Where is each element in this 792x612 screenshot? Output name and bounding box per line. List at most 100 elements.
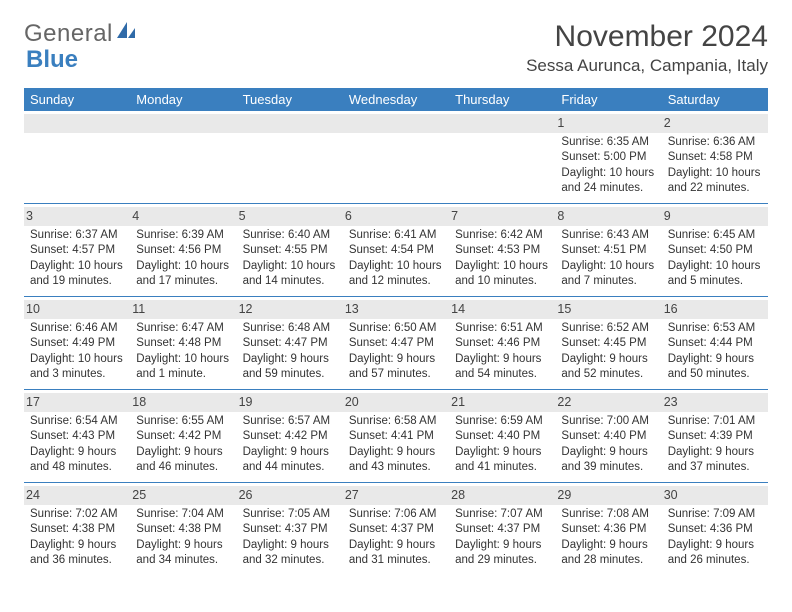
daylight-text: Daylight: 9 hours and 54 minutes.	[455, 352, 549, 383]
daylight-text: Daylight: 9 hours and 59 minutes.	[243, 352, 337, 383]
daylight-text: Daylight: 10 hours and 22 minutes.	[668, 166, 762, 197]
day-number: 28	[449, 486, 555, 505]
sunrise-text: Sunrise: 7:07 AM	[455, 507, 549, 523]
day-number: 27	[343, 486, 449, 505]
daylight-text: Daylight: 9 hours and 29 minutes.	[455, 538, 549, 569]
sunrise-text: Sunrise: 6:47 AM	[136, 321, 230, 337]
day-number: 24	[24, 486, 130, 505]
sunrise-text: Sunrise: 6:35 AM	[561, 135, 655, 151]
calendar-day-cell: 11 Sunrise: 6:47 AMSunset: 4:48 PMDayligh…	[130, 296, 236, 389]
day-number-empty	[237, 114, 343, 133]
sunrise-text: Sunrise: 6:40 AM	[243, 228, 337, 244]
weekday-header: Tuesday	[237, 88, 343, 111]
weekday-header: Saturday	[662, 88, 768, 111]
calendar-day-cell: 3Sunrise: 6:37 AMSunset: 4:57 PMDaylight…	[24, 203, 130, 296]
calendar-day-cell: 21Sunrise: 6:59 AMSunset: 4:40 PMDayligh…	[449, 389, 555, 482]
sunset-text: Sunset: 4:39 PM	[668, 429, 762, 445]
calendar-day-cell: 15 Sunrise: 6:52 AMSunset: 4:45 PMDayligh…	[555, 296, 661, 389]
calendar-day-cell: 14Sunrise: 6:51 AMSunset: 4:46 PMDayligh…	[449, 296, 555, 389]
sunset-text: Sunset: 4:49 PM	[30, 336, 124, 352]
sunset-text: Sunset: 4:36 PM	[668, 522, 762, 538]
calendar-day-cell: 12Sunrise: 6:48 AMSunset: 4:47 PMDayligh…	[237, 296, 343, 389]
calendar-day-cell: 13Sunrise: 6:50 AMSunset: 4:47 PMDayligh…	[343, 296, 449, 389]
day-number: 5	[237, 207, 343, 226]
sunset-text: Sunset: 4:57 PM	[30, 243, 124, 259]
calendar-day-cell: 30Sunrise: 7:09 AMSunset: 4:36 PMDayligh…	[662, 482, 768, 574]
sunset-text: Sunset: 4:46 PM	[455, 336, 549, 352]
weekday-header: Thursday	[449, 88, 555, 111]
daylight-text: Daylight: 9 hours and 39 minutes.	[561, 445, 655, 476]
day-number: 29	[555, 486, 661, 505]
sunset-text: Sunset: 4:48 PM	[136, 336, 230, 352]
brand-logo: General	[24, 20, 137, 48]
day-number-empty	[130, 114, 236, 133]
daylight-text: Daylight: 10 hours and 1 minute.	[136, 352, 230, 383]
sunset-text: Sunset: 4:44 PM	[668, 336, 762, 352]
day-number: 17	[24, 393, 130, 412]
sunrise-text: Sunrise: 7:02 AM	[30, 507, 124, 523]
day-number: 20	[343, 393, 449, 412]
calendar-day-cell: 24Sunrise: 7:02 AMSunset: 4:38 PMDayligh…	[24, 482, 130, 574]
daylight-text: Daylight: 10 hours and 19 minutes.	[30, 259, 124, 290]
title-block: November 2024 Sessa Aurunca, Campania, I…	[526, 20, 768, 76]
daylight-text: Daylight: 9 hours and 37 minutes.	[668, 445, 762, 476]
calendar-day-cell: 5Sunrise: 6:40 AMSunset: 4:55 PMDaylight…	[237, 203, 343, 296]
day-number: 18	[130, 393, 236, 412]
sunset-text: Sunset: 4:38 PM	[30, 522, 124, 538]
day-number: 25	[130, 486, 236, 505]
day-number: 6	[343, 207, 449, 226]
sunrise-text: Sunrise: 7:06 AM	[349, 507, 443, 523]
calendar-day-cell: 23Sunrise: 7:01 AMSunset: 4:39 PMDayligh…	[662, 389, 768, 482]
calendar-day-cell: 28 Sunrise: 7:07 AMSunset: 4:37 PMDayligh…	[449, 482, 555, 574]
daylight-text: Daylight: 9 hours and 32 minutes.	[243, 538, 337, 569]
calendar-day-cell: 27Sunrise: 7:06 AMSunset: 4:37 PMDayligh…	[343, 482, 449, 574]
sunrise-text: Sunrise: 6:48 AM	[243, 321, 337, 337]
sunrise-text: Sunrise: 6:52 AM	[561, 321, 655, 337]
calendar-day-cell: 22Sunrise: 7:00 AMSunset: 4:40 PMDayligh…	[555, 389, 661, 482]
sunset-text: Sunset: 4:36 PM	[561, 522, 655, 538]
calendar-day-cell: 18Sunrise: 6:55 AMSunset: 4:42 PMDayligh…	[130, 389, 236, 482]
calendar-day-cell: 8Sunrise: 6:43 AMSunset: 4:51 PMDaylight…	[555, 203, 661, 296]
sunset-text: Sunset: 4:37 PM	[455, 522, 549, 538]
calendar-day-cell: 29Sunrise: 7:08 AMSunset: 4:36 PMDayligh…	[555, 482, 661, 574]
sail-icon	[115, 20, 137, 42]
calendar-day-cell	[449, 111, 555, 203]
calendar-day-cell: 20Sunrise: 6:58 AMSunset: 4:41 PMDayligh…	[343, 389, 449, 482]
day-number: 16	[662, 300, 768, 319]
sunrise-text: Sunrise: 6:46 AM	[30, 321, 124, 337]
sunset-text: Sunset: 4:40 PM	[561, 429, 655, 445]
day-number: 15	[555, 300, 661, 319]
sunset-text: Sunset: 4:37 PM	[243, 522, 337, 538]
calendar-day-cell: 10Sunrise: 6:46 AMSunset: 4:49 PMDayligh…	[24, 296, 130, 389]
sunrise-text: Sunrise: 6:54 AM	[30, 414, 124, 430]
sunset-text: Sunset: 4:51 PM	[561, 243, 655, 259]
calendar-table: Sunday Monday Tuesday Wednesday Thursday…	[24, 88, 768, 575]
sunset-text: Sunset: 5:00 PM	[561, 150, 655, 166]
calendar-day-cell: 16 Sunrise: 6:53 AMSunset: 4:44 PMDayligh…	[662, 296, 768, 389]
day-number: 10	[24, 300, 130, 319]
day-number: 11	[130, 300, 236, 319]
daylight-text: Daylight: 10 hours and 24 minutes.	[561, 166, 655, 197]
sunset-text: Sunset: 4:58 PM	[668, 150, 762, 166]
sunrise-text: Sunrise: 6:39 AM	[136, 228, 230, 244]
sunrise-text: Sunrise: 6:59 AM	[455, 414, 549, 430]
daylight-text: Daylight: 9 hours and 50 minutes.	[668, 352, 762, 383]
sunset-text: Sunset: 4:53 PM	[455, 243, 549, 259]
calendar-day-cell: 4Sunrise: 6:39 AMSunset: 4:56 PMDaylight…	[130, 203, 236, 296]
calendar-week-row: 10 Sunrise: 6:46 AMSunset: 4:49 PM Dayligh…	[24, 296, 768, 389]
sunrise-text: Sunrise: 6:42 AM	[455, 228, 549, 244]
sunrise-text: Sunrise: 6:53 AM	[668, 321, 762, 337]
calendar-day-cell: 9Sunrise: 6:45 AMSunset: 4:50 PMDaylight…	[662, 203, 768, 296]
day-number: 22	[555, 393, 661, 412]
sunset-text: Sunset: 4:45 PM	[561, 336, 655, 352]
sunset-text: Sunset: 4:43 PM	[30, 429, 124, 445]
daylight-text: Daylight: 9 hours and 52 minutes.	[561, 352, 655, 383]
day-number: 30	[662, 486, 768, 505]
sunrise-text: Sunrise: 6:36 AM	[668, 135, 762, 151]
sunset-text: Sunset: 4:42 PM	[136, 429, 230, 445]
daylight-text: Daylight: 10 hours and 14 minutes.	[243, 259, 337, 290]
daylight-text: Daylight: 10 hours and 7 minutes.	[561, 259, 655, 290]
day-number: 26	[237, 486, 343, 505]
day-number: 8	[555, 207, 661, 226]
day-number-empty	[24, 114, 130, 133]
